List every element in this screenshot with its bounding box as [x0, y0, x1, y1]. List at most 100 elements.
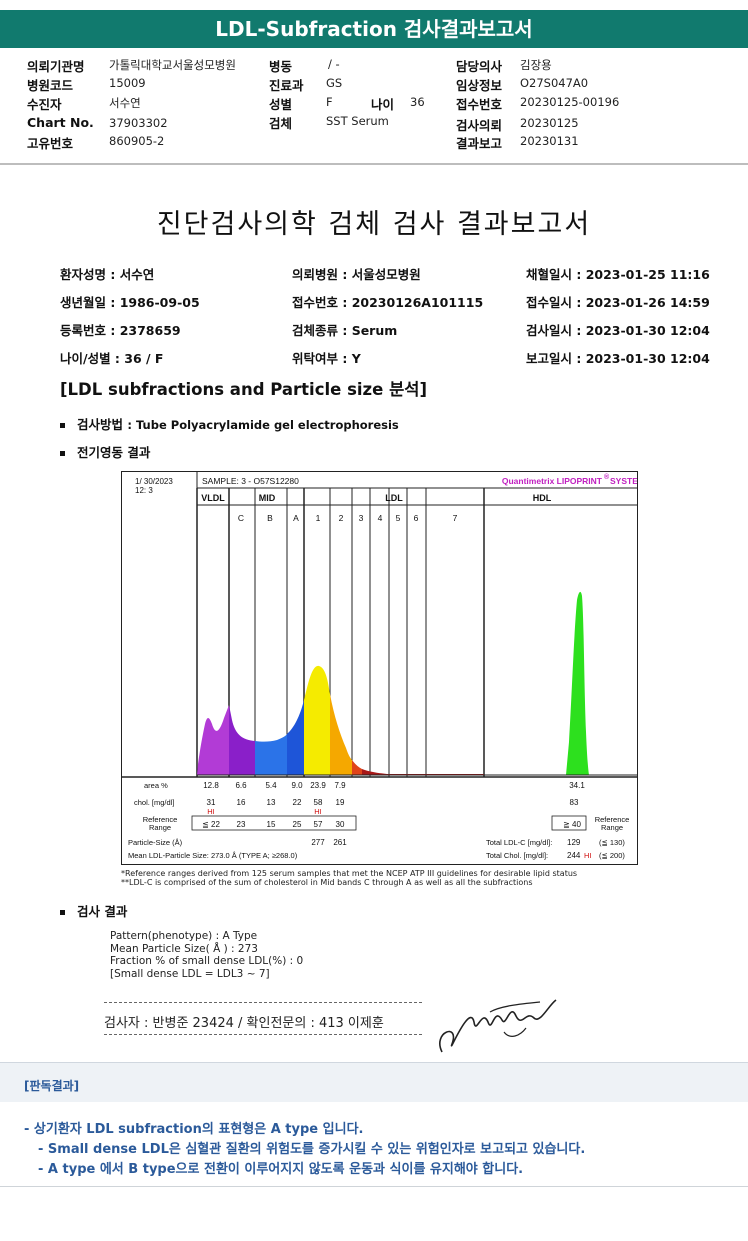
info-value: GS: [326, 76, 343, 90]
info-label: 성별: [269, 97, 293, 112]
method-bullet: 검사방법 : Tube Polyacrylamide gel electroph…: [60, 414, 399, 433]
patient-field: 검사일시 : 2023-01-30 12:04: [526, 323, 710, 338]
info-value: 20230125: [520, 116, 579, 130]
bullet-square-icon: [60, 910, 65, 915]
ldl4-area: [362, 769, 387, 775]
mean-ldl: Mean LDL-Particle Size: 273.0 Å (TYPE A;…: [128, 851, 298, 860]
chart-time: 12: 3: [135, 486, 153, 495]
patient-field: 등록번호 : 2378659: [60, 323, 181, 338]
patient-field: 환자성명 : 서수연: [60, 267, 155, 282]
patient-field: 접수번호 : 20230126A101115: [292, 295, 484, 310]
patient-field: 접수일시 : 2023-01-26 14:59: [526, 295, 710, 310]
chol-value: 19: [336, 798, 345, 807]
info-value: 20230125-00196: [520, 95, 620, 109]
area-value: 23.9: [310, 781, 326, 790]
band-label: 5: [396, 513, 401, 523]
band-label: 4: [378, 513, 383, 523]
row-label-area: area %: [144, 781, 168, 790]
result-label: 검사 결과: [77, 904, 128, 919]
row-label-ref: Range: [149, 823, 171, 832]
chart-note: **LDL-C is comprised of the sum of chole…: [121, 878, 533, 887]
group-label-hdl: HDL: [533, 493, 552, 503]
band-label: 2: [339, 513, 344, 523]
signature-divider: [104, 1002, 422, 1003]
band-label: 7: [453, 513, 458, 523]
info-value: SST Serum: [326, 114, 389, 128]
ref-value: 23: [237, 820, 246, 829]
patient-field: 보고일시 : 2023-01-30 12:04: [526, 351, 710, 366]
result-line: Pattern(phenotype) : A Type: [110, 930, 258, 942]
band-a-area: [287, 700, 304, 775]
band-label: A: [293, 513, 299, 523]
hdl-ref-label: Range: [601, 823, 623, 832]
info-label: Chart No.: [27, 115, 94, 130]
info-label: 나이: [371, 97, 395, 112]
group-label-mid: MID: [259, 493, 276, 503]
chol-value: 58: [314, 798, 323, 807]
electro-bullet: 전기영동 결과: [60, 442, 150, 461]
info-value: 서수연: [109, 96, 141, 110]
bullet-square-icon: [60, 451, 65, 456]
particle-value: 277: [311, 838, 325, 847]
result-line: [Small dense LDL = LDL3 ~ 7]: [110, 967, 270, 980]
info-label: 의뢰기관명: [27, 59, 85, 74]
info-value: F: [326, 95, 333, 109]
patient-field: 생년월일 : 1986-09-05: [60, 295, 200, 310]
lipoprint-chart: 1/ 30/2023 12: 3 SAMPLE: 3 - O57S12280 Quan…: [121, 471, 638, 865]
info-label: 접수번호: [456, 97, 503, 112]
info-label: 고유번호: [27, 136, 74, 151]
patient-field: 위탁여부 : Y: [292, 351, 361, 366]
method-label: 검사방법: [77, 417, 124, 432]
info-value: 20230131: [520, 134, 579, 148]
chol-value: 13: [267, 798, 276, 807]
interpretation-line: - 상기환자 LDL subfraction의 표현형은 A type 입니다.: [24, 1122, 364, 1137]
chol-value: 31: [207, 798, 216, 807]
particle-value: 261: [333, 838, 347, 847]
row-label-ref: Reference: [143, 815, 178, 824]
info-value: / -: [328, 57, 340, 71]
signature-text: 검사자 : 반병준 23424 / 확인전문의 : 413 이제훈: [104, 1016, 384, 1031]
info-label: 검사의뢰: [456, 118, 503, 133]
area-value: 7.9: [334, 781, 346, 790]
area-value: 6.6: [235, 781, 247, 790]
band-label: 6: [414, 513, 419, 523]
chol-flag: HI: [314, 807, 322, 816]
info-label: 결과보고: [456, 136, 503, 151]
info-label: 검체: [269, 116, 293, 131]
report-document: 진단검사의학 검체 검사 결과보고서 환자성명 : 서수연 의뢰병원 : 서울성…: [0, 172, 748, 1060]
band-c-area: [229, 705, 255, 775]
area-value: 5.4: [265, 781, 277, 790]
hdl-chol-value: 83: [570, 798, 579, 807]
electro-label: 전기영동 결과: [77, 445, 151, 460]
hdl-area-value: 34.1: [569, 781, 585, 790]
area-value: 12.8: [203, 781, 219, 790]
ldl3-area: [352, 760, 362, 775]
patient-field: 의뢰병원 : 서울성모병원: [292, 267, 421, 282]
info-label: 담당의사: [456, 59, 503, 74]
total-chol-value: 244: [567, 851, 581, 860]
result-bullet: 검사 결과: [60, 901, 127, 920]
ref-value: 15: [267, 820, 276, 829]
header-info: 의뢰기관명 가톨릭대학교서울성모병원 병원코드 15009 수진자 서수연 Ch…: [0, 56, 748, 152]
info-label: 임상정보: [456, 78, 503, 93]
interpretation-label: [판독결과]: [24, 1079, 80, 1093]
hdl-peak: [566, 591, 589, 775]
hdl-ref-label: Reference: [595, 815, 630, 824]
chart-brand-mark: ®: [604, 473, 610, 481]
interpretation-line: - A type 에서 B type으로 전환이 이루어지지 않도록 운동과 식…: [38, 1162, 524, 1177]
info-value: 가톨릭대학교서울성모병원: [109, 58, 236, 72]
info-label: 병원코드: [27, 78, 74, 93]
patient-field: 채혈일시 : 2023-01-25 11:16: [526, 267, 710, 282]
info-value: 김장용: [520, 58, 552, 72]
hdl-ref-box: [551, 815, 587, 831]
patient-field: 검체종류 : Serum: [292, 323, 398, 338]
page-bottom-divider: [0, 1186, 748, 1187]
signature-divider: [104, 1034, 422, 1035]
info-value: 37903302: [109, 116, 168, 130]
band-label: 1: [316, 513, 321, 523]
section-title: [LDL subfractions and Particle size 분석]: [60, 380, 427, 399]
header-divider: [0, 163, 748, 165]
result-line: Fraction % of small dense LDL(%) : 0: [110, 955, 304, 967]
hdl-ref-value: ≧ 40: [563, 820, 581, 829]
chol-value: 16: [237, 798, 246, 807]
